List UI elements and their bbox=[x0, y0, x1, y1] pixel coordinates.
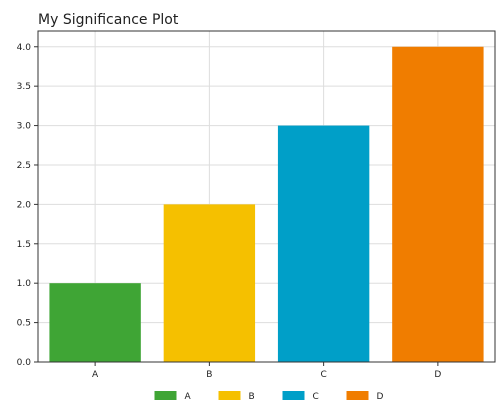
y-tick-label: 1.5 bbox=[17, 240, 31, 250]
legend-label: D bbox=[377, 392, 384, 402]
x-tick-label: B bbox=[206, 370, 212, 380]
legend-label: A bbox=[185, 392, 192, 402]
legend-label: B bbox=[249, 392, 255, 402]
legend: A B C D bbox=[154, 391, 384, 402]
y-tick-label: 3.0 bbox=[17, 122, 32, 132]
chart-title: My Significance Plot bbox=[38, 12, 179, 28]
y-axis: 0.0 0.5 1.0 1.5 2.0 2.5 3.0 3.5 4.0 bbox=[17, 43, 38, 368]
x-tick-label: A bbox=[92, 370, 99, 380]
legend-swatch-b bbox=[218, 391, 241, 400]
legend-swatch-c bbox=[282, 391, 305, 400]
y-tick-label: 2.5 bbox=[17, 161, 31, 171]
y-tick-label: 1.0 bbox=[17, 279, 32, 289]
x-tick-label: C bbox=[320, 370, 326, 380]
x-axis: A B C D bbox=[92, 362, 441, 380]
legend-swatch-a bbox=[154, 391, 177, 400]
y-tick-label: 3.5 bbox=[17, 82, 31, 92]
bar-c bbox=[277, 125, 370, 362]
y-tick-label: 0.0 bbox=[17, 358, 32, 368]
y-tick-label: 4.0 bbox=[17, 43, 32, 53]
bars bbox=[49, 46, 484, 363]
legend-swatch-d bbox=[346, 391, 369, 400]
bar-a bbox=[49, 283, 141, 362]
plot-frame bbox=[37, 30, 496, 363]
y-tick-label: 0.5 bbox=[17, 319, 31, 329]
y-tick-label: 2.0 bbox=[17, 200, 32, 210]
x-tick-label: D bbox=[434, 370, 441, 380]
legend-label: C bbox=[313, 392, 319, 402]
bar-b bbox=[163, 204, 256, 362]
bar-d bbox=[392, 46, 484, 363]
